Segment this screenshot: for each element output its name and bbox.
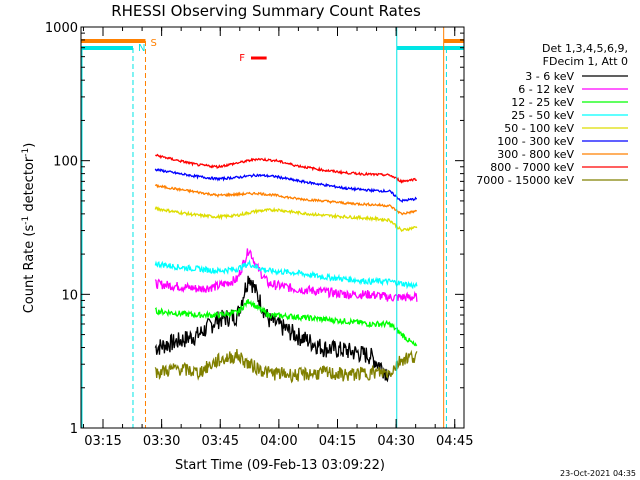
legend-label: 50 - 100 keV <box>504 122 574 135</box>
x-axis: 03:15 03:30 03:45 04:00 04:15 04:30 04:45 <box>82 27 473 449</box>
y-tick-label: 1 <box>70 422 78 437</box>
legend-label: 25 - 50 keV <box>511 109 574 122</box>
y-tick-label: 1000 <box>45 21 78 36</box>
x-tick-label: 03:15 <box>84 434 121 449</box>
chart-title: RHESSI Observing Summary Count Rates <box>111 2 421 20</box>
saa-flag-label: S <box>150 38 156 49</box>
series-line <box>154 248 418 302</box>
series-line <box>154 298 418 347</box>
legend: Det 1,3,4,5,6,9, FDecim 1, Att 0 3 - 6 k… <box>476 42 628 187</box>
y-axis: 1 10 100 1000 <box>45 21 464 437</box>
x-tick-label: 03:30 <box>143 434 180 449</box>
x-tick-label: 03:45 <box>202 434 239 449</box>
series-line <box>154 349 418 384</box>
series-line <box>154 259 418 290</box>
x-tick-label: 04:15 <box>319 434 356 449</box>
x-tick-label: 04:00 <box>260 434 297 449</box>
series-line <box>154 275 391 383</box>
legend-label: 800 - 7000 keV <box>490 161 574 174</box>
x-tick-label: 04:45 <box>436 434 473 449</box>
flare-flag-label: F <box>239 53 245 64</box>
plot-frame <box>80 26 465 429</box>
y-axis-label: Count Rate (s-1 detector-1) <box>21 143 37 314</box>
legend-label: 3 - 6 keV <box>525 70 574 83</box>
timestamp: 23-Oct-2021 04:35 <box>560 469 636 478</box>
series-line <box>154 206 418 233</box>
series-layer <box>154 153 418 384</box>
legend-label: 7000 - 15000 keV <box>476 174 574 187</box>
legend-label: 300 - 800 keV <box>497 148 574 161</box>
series-line <box>154 168 417 203</box>
series-line <box>154 184 417 216</box>
legend-label: 6 - 12 keV <box>518 83 574 96</box>
legend-label: 12 - 25 keV <box>511 96 574 109</box>
x-axis-label: Start Time (09-Feb-13 03:09:22) <box>175 458 385 473</box>
legend-header-1: Det 1,3,4,5,6,9, <box>542 42 628 55</box>
x-tick-label: 04:30 <box>377 434 414 449</box>
night-flag-label: N <box>138 43 145 54</box>
legend-label: 100 - 300 keV <box>497 135 574 148</box>
series-line <box>155 153 417 184</box>
y-tick-label: 10 <box>61 288 78 303</box>
y-tick-label: 100 <box>53 155 78 170</box>
legend-header-2: FDecim 1, Att 0 <box>543 55 628 68</box>
